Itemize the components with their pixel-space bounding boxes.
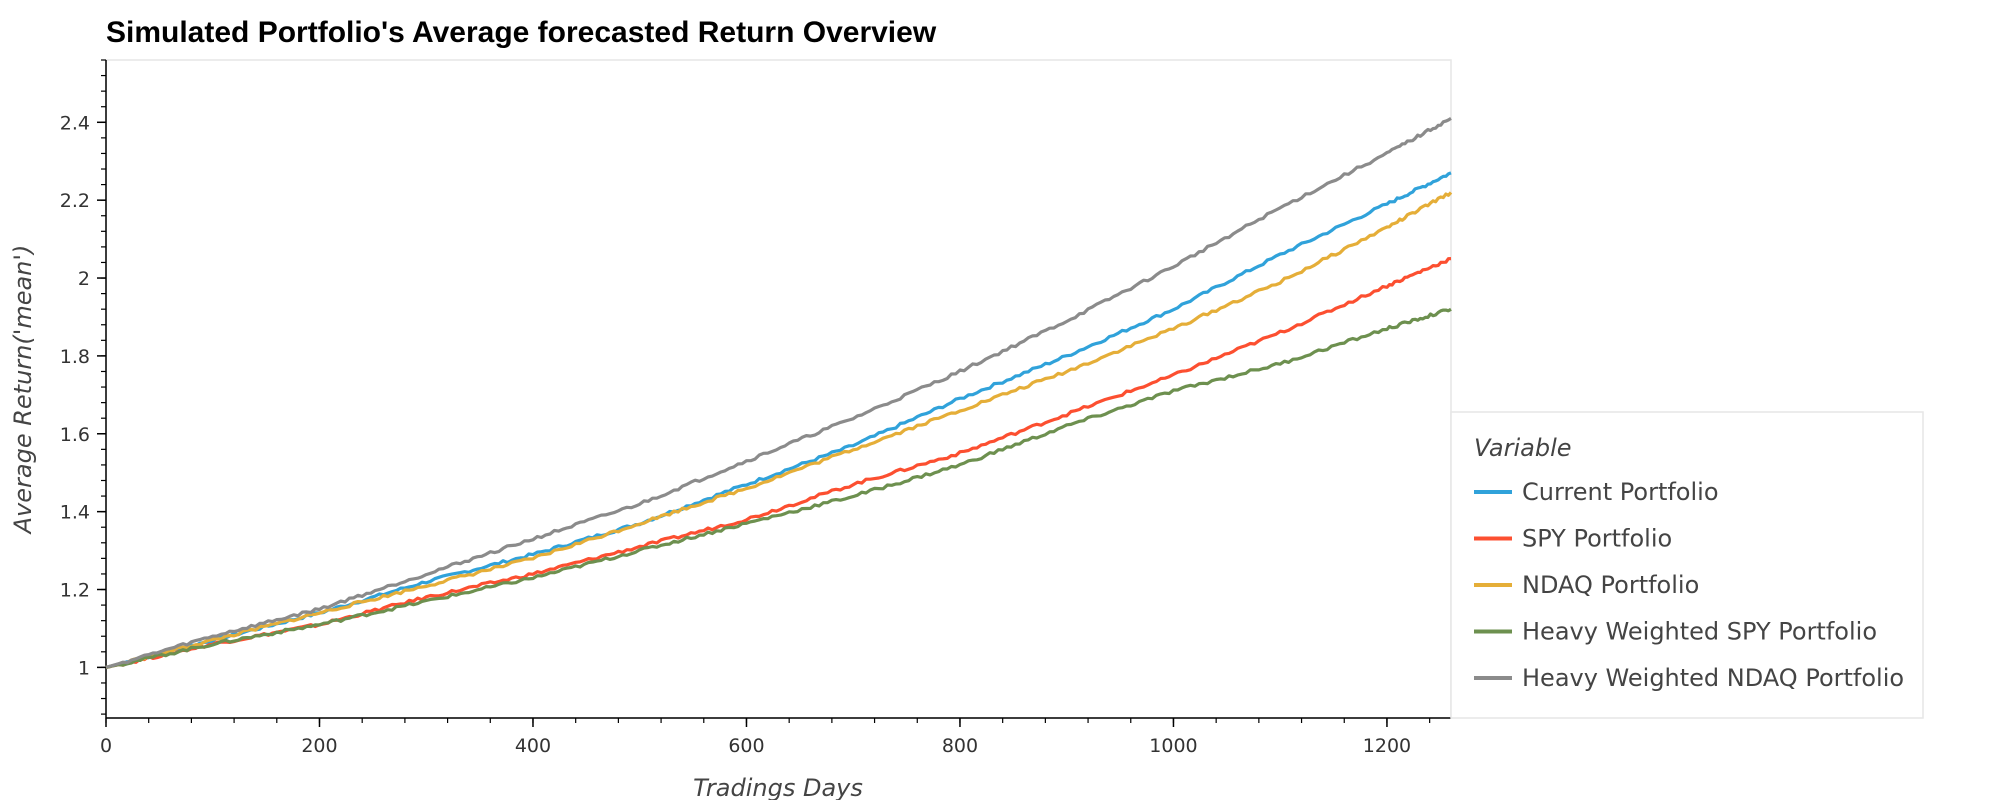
legend-box [1450,411,1924,719]
series-line-3 [105,191,1453,669]
y-tick-label: 1.4 [60,502,90,524]
y-tick-label: 1 [78,657,90,679]
y-tick-label: 2 [78,268,90,290]
legend-label: NDAQ Portfolio [1522,571,1699,599]
axes: 0 200 400 600 800 1000 1200 1 1.2 1.4 1.6 1.8 2 2.2 2.… [60,59,1451,757]
x-tick-label: 0 [100,735,112,757]
legend-label: SPY Portfolio [1522,525,1672,553]
legend-items: Current Portfolio SPY Portfolio NDAQ Portf… [1474,478,1904,692]
legend: Variable Current Portfolio SPY Portfolio N… [1450,411,1924,719]
x-tick-label: 1200 [1363,735,1411,757]
legend-title: Variable [1474,434,1572,462]
chart-title: Simulated Portfolio's Average forecasted… [106,16,937,49]
y-tick-label: 2.4 [60,112,90,134]
x-tick-label: 400 [515,735,551,757]
x-tick-label: 800 [942,735,978,757]
plot-frame [105,59,1452,719]
x-axis-label: Tradings Days [693,774,863,800]
x-tick-label: 600 [728,735,764,757]
series-line-1 [105,171,1452,669]
y-tick-label: 1.8 [60,346,90,368]
y-tick-label: 1.6 [60,424,90,446]
legend-label: Heavy Weighted NDAQ Portfolio [1522,664,1904,692]
legend-label: Current Portfolio [1522,478,1719,506]
y-axis-label: Average Return('mean') [9,245,37,536]
legend-label: Heavy Weighted SPY Portfolio [1522,618,1877,646]
x-tick-label: 1000 [1149,735,1197,757]
series-line-4 [105,307,1452,669]
x-tick-label: 200 [301,735,337,757]
series-line-5 [105,117,1452,669]
series-lines [105,117,1453,669]
y-tick-label: 1.2 [60,580,90,602]
y-tick-label: 2.2 [60,190,90,212]
